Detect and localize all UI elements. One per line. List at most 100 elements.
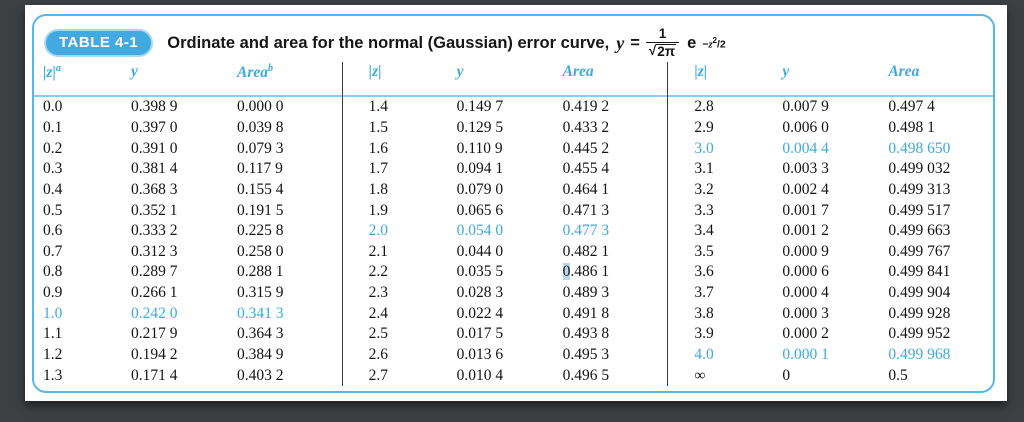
book-page: TABLE 4-1 Ordinate and area for the norm… bbox=[25, 5, 1007, 401]
cell-y: 0.017 5 bbox=[456, 325, 504, 343]
footnote-marker: b bbox=[268, 63, 273, 74]
column-header-z: |z|a bbox=[43, 63, 61, 82]
table-row: 0.5 0.352 1 0.191 5 bbox=[43, 200, 342, 221]
cell-area: 0.258 0 bbox=[237, 242, 284, 260]
cell-z: 0.7 bbox=[43, 242, 63, 260]
cell-y: 0.007 9 bbox=[782, 98, 829, 116]
cell-z: 0.5 bbox=[43, 201, 63, 219]
table-row: 2.2 0.035 5 0.486 1 bbox=[369, 262, 668, 283]
cell-y: 0.000 2 bbox=[782, 325, 829, 343]
cell-z: 3.2 bbox=[694, 180, 714, 198]
table-row: 1.6 0.110 9 0.445 2 bbox=[369, 138, 668, 159]
cell-y: 0.022 4 bbox=[456, 304, 504, 322]
cell-y: 0.002 4 bbox=[782, 180, 829, 198]
cell-z: 0.9 bbox=[43, 284, 63, 302]
table-row: 1.4 0.149 7 0.419 2 bbox=[369, 97, 668, 118]
cell-y: 0.000 1 bbox=[782, 346, 829, 363]
cell-y: 0 bbox=[782, 366, 791, 384]
cell-z: 1.3 bbox=[43, 366, 63, 384]
cell-z: ∞ bbox=[694, 366, 706, 384]
table-row: 2.1 0.044 0 0.482 1 bbox=[369, 241, 668, 262]
cell-area: 0.079 3 bbox=[237, 139, 284, 157]
cell-y: 0.333 2 bbox=[131, 222, 178, 240]
cell-y: 0.094 1 bbox=[456, 160, 504, 178]
cell-z: 2.5 bbox=[368, 325, 389, 343]
cell-z: 2.7 bbox=[368, 366, 389, 384]
cell-area: 0.225 8 bbox=[237, 222, 284, 240]
cell-z: 1.4 bbox=[368, 98, 389, 116]
cell-area: 0.155 4 bbox=[237, 180, 284, 198]
cell-y: 0.003 3 bbox=[782, 160, 829, 178]
cell-z: 0.1 bbox=[43, 118, 63, 136]
cell-y: 0.013 6 bbox=[456, 346, 504, 363]
cell-y: 0.001 2 bbox=[782, 222, 829, 240]
table-row: 3.8 0.000 3 0.499 928 bbox=[694, 303, 993, 324]
cell-y: 0.054 0 bbox=[456, 222, 504, 240]
cell-y: 0.217 9 bbox=[131, 325, 178, 343]
table-row: 2.6 0.013 6 0.495 3 bbox=[369, 345, 668, 366]
cell-area: 0.498 1 bbox=[888, 118, 935, 136]
cell-y: 0.000 6 bbox=[782, 263, 829, 281]
table-row: 3.1 0.003 3 0.499 032 bbox=[694, 159, 993, 180]
column-header-y: y bbox=[131, 63, 138, 80]
table-row: 3.9 0.000 2 0.499 952 bbox=[694, 324, 993, 345]
cell-y: 0.079 0 bbox=[456, 180, 504, 198]
cell-z: 1.0 bbox=[43, 304, 63, 322]
cell-z: 1.8 bbox=[368, 180, 389, 198]
cell-z: 3.6 bbox=[694, 263, 714, 281]
table-row: 3.0 0.004 4 0.498 650 bbox=[694, 138, 993, 159]
cell-y: 0.398 9 bbox=[131, 98, 178, 116]
cell-area: 0.491 8 bbox=[562, 304, 610, 322]
cell-area: 0.364 3 bbox=[237, 325, 284, 343]
cell-area: 0.493 8 bbox=[562, 325, 610, 343]
cell-z: 2.1 bbox=[368, 242, 389, 260]
cell-area: 0.477 3 bbox=[562, 222, 610, 240]
formula-y: y bbox=[616, 32, 625, 53]
cell-area: 0.039 8 bbox=[237, 118, 284, 136]
cell-y: 0.312 3 bbox=[131, 242, 178, 260]
cell-z: 0.8 bbox=[43, 263, 63, 281]
cell-z: 4.0 bbox=[694, 346, 714, 363]
cell-z: 3.0 bbox=[694, 139, 714, 157]
cell-y: 0.035 5 bbox=[456, 263, 504, 281]
table-row: 0.0 0.398 9 0.000 0 bbox=[43, 97, 342, 118]
cell-area: 0.117 9 bbox=[237, 160, 283, 178]
exp-over-two: /2 bbox=[717, 38, 726, 51]
column-header-z: |z| bbox=[694, 63, 708, 80]
table-row: 3.4 0.001 2 0.499 663 bbox=[694, 221, 993, 242]
column-header-area: Areab bbox=[237, 63, 273, 82]
cell-z: 3.1 bbox=[694, 160, 714, 178]
exp-power: 2 bbox=[712, 35, 717, 45]
table-row: 2.8 0.007 9 0.497 4 bbox=[694, 97, 993, 118]
table-title-bar: TABLE 4-1 Ordinate and area for the norm… bbox=[46, 23, 983, 63]
cell-y: 0.352 1 bbox=[131, 201, 178, 219]
cell-area: 0.000 0 bbox=[237, 98, 284, 116]
table-row: 2.0 0.054 0 0.477 3 bbox=[369, 221, 668, 242]
cell-area: 0.288 1 bbox=[237, 263, 284, 281]
table-row: 1.8 0.079 0 0.464 1 bbox=[369, 180, 668, 201]
cell-y: 0.006 0 bbox=[782, 118, 829, 136]
table-title: Ordinate and area for the normal (Gaussi… bbox=[167, 27, 726, 59]
cell-y: 0.000 4 bbox=[782, 284, 829, 302]
cell-y: 0.000 9 bbox=[782, 242, 829, 260]
table-row: 1.7 0.094 1 0.455 4 bbox=[369, 159, 668, 180]
formula-e: e bbox=[687, 33, 697, 52]
cell-area: 0.499 952 bbox=[888, 325, 951, 343]
cell-y: 0.381 4 bbox=[131, 160, 178, 178]
cell-area: 0.499 517 bbox=[888, 201, 951, 219]
table-row: 0.2 0.391 0 0.079 3 bbox=[43, 138, 342, 159]
table-group: |z| y Area 1.4 0.149 7 0.419 2 1.5 0.129 5 0.433… bbox=[341, 62, 668, 386]
cell-z: 3.4 bbox=[694, 222, 714, 240]
cell-area: 0.499 032 bbox=[888, 160, 951, 178]
cell-area: 0.496 5 bbox=[562, 366, 610, 384]
table-header-row: |z|a y Areab bbox=[34, 62, 342, 97]
fraction-denominator: √ 2π bbox=[645, 41, 680, 59]
cell-y: 0.129 5 bbox=[456, 118, 504, 136]
cell-area: 0.482 1 bbox=[562, 242, 610, 260]
cell-area: 0.384 9 bbox=[237, 346, 284, 363]
cell-area: 0.419 2 bbox=[562, 98, 610, 116]
table-row: 2.7 0.010 4 0.496 5 bbox=[369, 365, 668, 386]
formula-fraction: 1 √ 2π bbox=[645, 27, 680, 59]
cell-area: 0.455 4 bbox=[562, 160, 610, 178]
cell-z: 3.3 bbox=[694, 201, 714, 219]
